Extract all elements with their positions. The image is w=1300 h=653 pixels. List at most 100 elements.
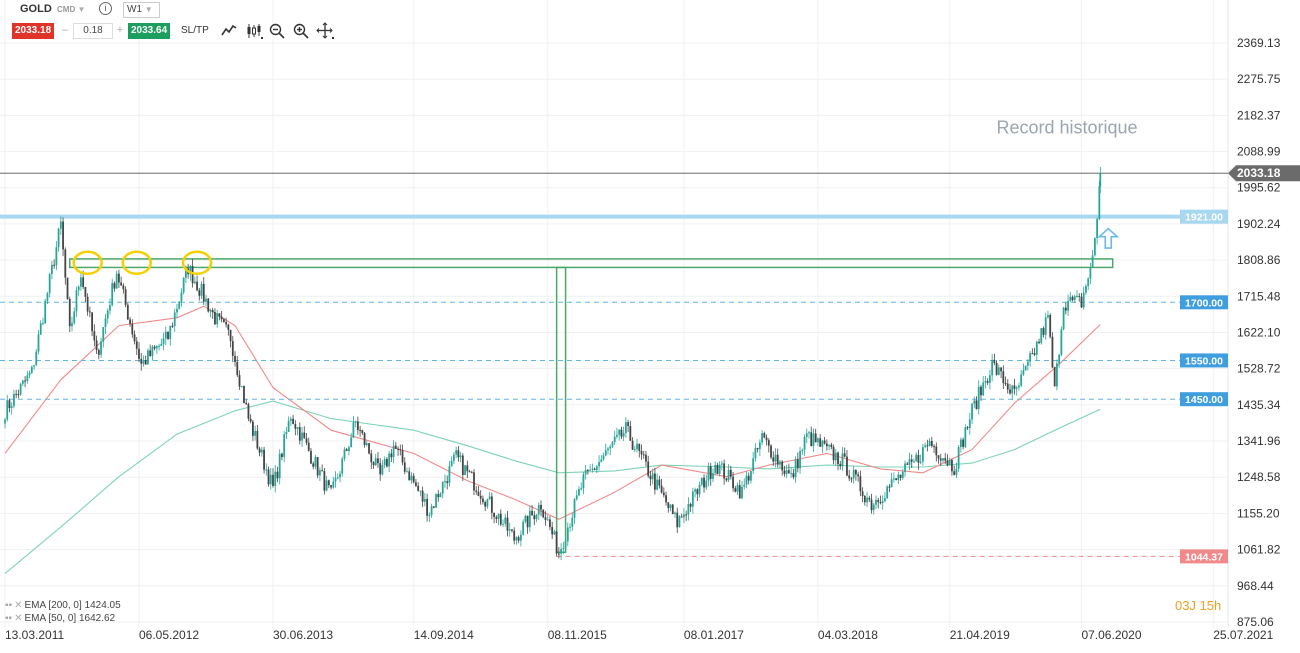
crosshair-icon[interactable]	[316, 22, 334, 40]
candle-body	[607, 448, 609, 451]
candle-body	[790, 473, 793, 475]
price-axis[interactable]: 2369.13 2275.75 2182.37 2088.99 1995.62 1902.…	[1237, 36, 1281, 629]
candle-body	[640, 450, 643, 455]
level-tag-label: 1044.37	[1185, 551, 1223, 563]
candlestick-icon[interactable]	[245, 22, 263, 40]
candle-body	[676, 512, 679, 528]
grip-icon: ▪▪	[5, 613, 13, 624]
close-icon[interactable]: ✕	[14, 600, 23, 611]
candle-body	[401, 450, 404, 463]
volume-decrease-button[interactable]: –	[61, 24, 69, 36]
candle-body	[372, 462, 375, 466]
candle-body	[517, 537, 520, 541]
instrument-class-label[interactable]: CMD ▼	[57, 5, 86, 14]
candle-body	[935, 446, 938, 456]
level-tag-label: 1550.00	[1185, 355, 1223, 367]
candle-body	[946, 460, 949, 466]
candle-body	[705, 480, 708, 488]
candle-body	[138, 348, 140, 359]
info-icon[interactable]: i	[99, 2, 112, 15]
candle-body	[1026, 361, 1029, 366]
y-tick-label: 875.06	[1237, 615, 1274, 629]
candle-body	[1040, 328, 1043, 344]
candle-body	[1082, 292, 1085, 308]
y-tick-label: 1528.72	[1237, 362, 1281, 376]
candle-body	[964, 427, 967, 447]
zoom-out-icon[interactable]	[268, 22, 286, 40]
candle-body	[294, 424, 297, 429]
candle-body	[392, 445, 395, 458]
close-icon[interactable]: ✕	[14, 613, 23, 624]
candle-body	[658, 479, 661, 486]
candle-body	[1024, 365, 1027, 371]
candle-body	[801, 449, 804, 451]
ema-200-line	[4, 400, 1101, 575]
candle-body	[593, 468, 596, 470]
candle-body	[627, 422, 629, 426]
buy-button[interactable]: 2033.64	[128, 23, 171, 39]
y-tick-label: 1622.10	[1237, 325, 1281, 339]
candle-body	[944, 458, 947, 461]
candle-body	[336, 477, 339, 479]
candle-body	[222, 319, 225, 323]
candle-body	[254, 430, 257, 436]
ema-200-path	[4, 400, 1101, 575]
time-axis[interactable]: 13.03.2011 06.05.2012 30.06.2013 14.09.2014…	[5, 628, 1274, 642]
y-tick-label: 2275.75	[1237, 72, 1281, 86]
candle-body	[191, 266, 194, 284]
volume-input[interactable]: 0.18	[73, 23, 113, 39]
zoom-in-icon[interactable]	[292, 22, 310, 40]
candle-body	[721, 463, 723, 465]
candle-body	[781, 461, 784, 471]
level-tag	[1180, 353, 1228, 368]
candle-body	[1000, 367, 1002, 372]
candle-body	[734, 488, 737, 492]
candle-body	[986, 381, 989, 383]
current-price-tag	[1228, 165, 1300, 182]
candle-body	[953, 471, 956, 475]
line-chart-icon[interactable]	[220, 22, 238, 40]
candle-body	[292, 418, 294, 425]
candle-body	[287, 420, 290, 432]
candle-body	[359, 429, 361, 431]
candle-body	[667, 502, 670, 509]
candle-body	[1087, 278, 1090, 286]
candle-body	[265, 469, 268, 471]
candle-body	[997, 367, 1000, 375]
candle-body	[622, 433, 625, 437]
grip-icon: ▪▪	[5, 600, 13, 611]
candle-body	[269, 474, 272, 485]
candle-body	[703, 477, 705, 488]
candle-body	[8, 400, 11, 409]
ema-50-legend[interactable]: ▪▪ ✕ EMA [50, 0] 1642.62	[5, 613, 116, 624]
candle-body	[620, 429, 623, 437]
candle-body	[982, 382, 985, 396]
candle-body	[446, 481, 449, 483]
sell-button[interactable]: 2033.18	[12, 23, 55, 39]
candle-body	[877, 499, 880, 503]
candle-body	[1060, 329, 1063, 355]
candle-body	[82, 277, 85, 288]
candle-body	[526, 515, 529, 528]
symbol-label[interactable]: GOLD	[20, 3, 52, 15]
candle-body	[73, 311, 76, 324]
timeframe-select[interactable]: W1 ▼	[123, 2, 160, 18]
candle-body	[683, 514, 685, 518]
volume-increase-button[interactable]: +	[116, 24, 124, 36]
ema-200-legend[interactable]: ▪▪ ✕ EMA [200, 0] 1424.05	[5, 600, 121, 611]
candle-body	[406, 471, 408, 473]
x-tick-label: 08.11.2015	[548, 628, 607, 642]
candle-body	[365, 443, 368, 446]
candle-body	[618, 429, 621, 435]
candle-body	[783, 470, 786, 475]
sltp-button[interactable]: SL/TP	[181, 25, 209, 36]
candle-body	[868, 497, 871, 500]
level-tag	[1180, 295, 1228, 310]
candle-body	[881, 501, 884, 504]
candle-body	[884, 498, 886, 502]
candle-body	[562, 547, 565, 549]
candle-body	[417, 485, 420, 491]
candle-body	[796, 459, 799, 469]
level-tag-label: 1921.00	[1185, 212, 1223, 224]
